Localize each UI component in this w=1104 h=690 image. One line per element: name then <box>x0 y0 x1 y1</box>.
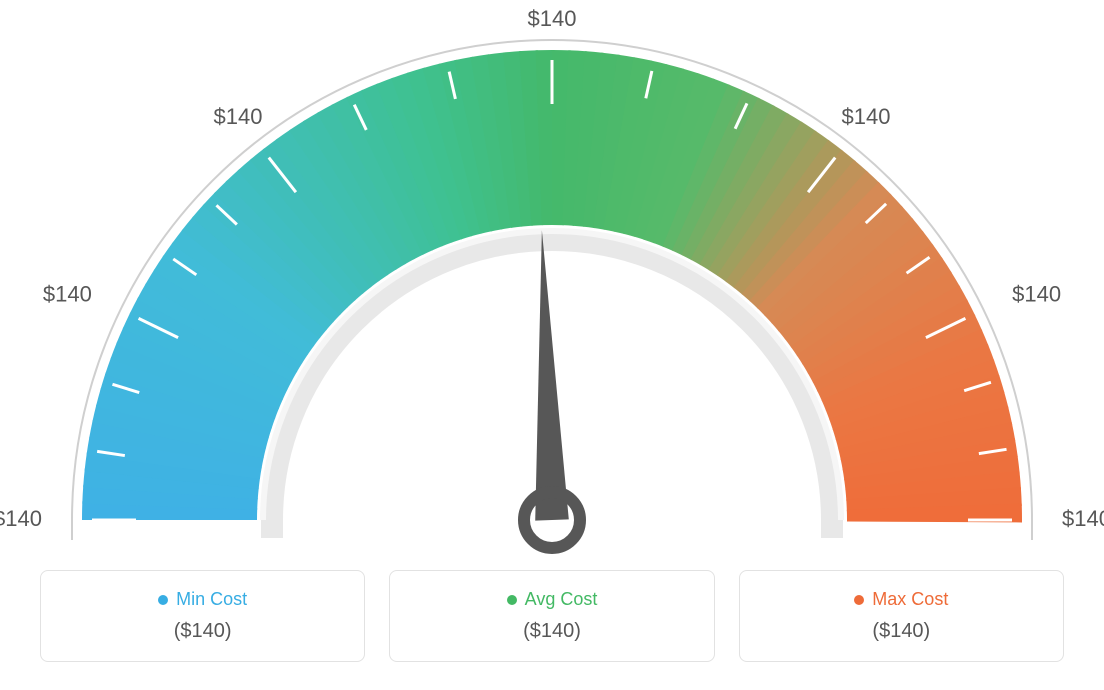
legend-card-max: Max Cost ($140) <box>739 570 1064 662</box>
gauge-label: $140 <box>842 104 891 129</box>
gauge-chart: $140 $140 $140 $140 $140 $140 $140 <box>0 0 1104 560</box>
legend-value-avg: ($140) <box>400 620 703 643</box>
legend-value-max: ($140) <box>750 620 1053 643</box>
legend-text-min: Min Cost <box>176 589 247 610</box>
legend-text-max: Max Cost <box>872 589 948 610</box>
gauge-svg: $140 $140 $140 $140 $140 $140 $140 <box>0 0 1104 560</box>
legend-row: Min Cost ($140) Avg Cost ($140) Max Cost… <box>0 570 1104 662</box>
gauge-label: $140 <box>214 104 263 129</box>
legend-dot-avg <box>507 595 517 605</box>
gauge-label: $140 <box>528 6 577 31</box>
legend-text-avg: Avg Cost <box>525 589 598 610</box>
legend-value-min: ($140) <box>51 620 354 643</box>
legend-dot-max <box>854 595 864 605</box>
legend-label-min: Min Cost <box>158 589 247 610</box>
gauge-label: $140 <box>1012 281 1061 306</box>
legend-card-avg: Avg Cost ($140) <box>389 570 714 662</box>
gauge-label: $140 <box>0 506 42 531</box>
legend-label-max: Max Cost <box>854 589 948 610</box>
gauge-label: $140 <box>1062 506 1104 531</box>
legend-card-min: Min Cost ($140) <box>40 570 365 662</box>
legend-label-avg: Avg Cost <box>507 589 598 610</box>
gauge-label: $140 <box>43 281 92 306</box>
legend-dot-min <box>158 595 168 605</box>
